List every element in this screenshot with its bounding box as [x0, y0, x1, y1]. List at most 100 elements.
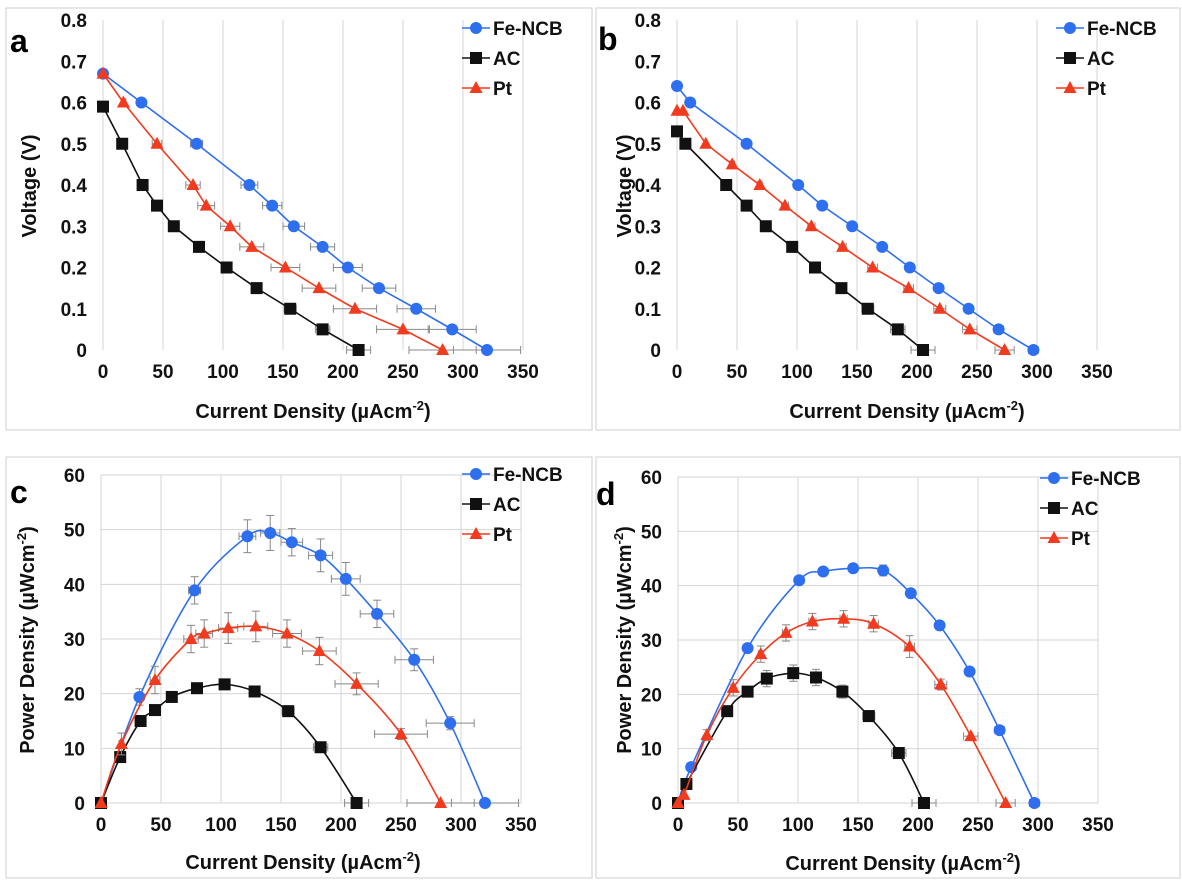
data-point [677, 787, 691, 800]
data-point [134, 715, 147, 727]
legend-item: AC [462, 495, 521, 516]
data-point [866, 260, 880, 273]
data-point [676, 103, 690, 116]
data-point [877, 564, 890, 577]
y-axis-title: Power Density (µWcm-2) [611, 526, 636, 754]
legend-label: Pt [1071, 529, 1091, 550]
series-line [100, 529, 486, 804]
data-point [97, 100, 109, 113]
series-pt [96, 66, 477, 355]
data-point [396, 322, 410, 335]
x-tick-label: 200 [325, 815, 357, 836]
series-fe-ncb [97, 67, 522, 356]
data-point [243, 179, 256, 191]
legend-item: Fe-NCB [1040, 469, 1141, 490]
legend-marker [470, 52, 482, 64]
legend-marker [1047, 531, 1061, 543]
series-line [100, 625, 442, 804]
data-point [341, 261, 354, 274]
data-point [725, 157, 739, 170]
y-tick-label: 30 [64, 630, 85, 651]
data-point [902, 281, 916, 294]
data-point [963, 665, 976, 678]
data-point [933, 619, 946, 632]
y-tick-label: 0.1 [635, 300, 662, 321]
data-point [284, 302, 297, 315]
y-tick-label: 50 [641, 522, 662, 543]
series-pt [671, 610, 1016, 808]
y-tick-label: 0 [74, 794, 85, 815]
legend-marker [1064, 52, 1076, 64]
x-tick-label: 150 [841, 362, 873, 383]
legend-marker [1064, 22, 1076, 34]
legend-marker [1063, 81, 1077, 93]
legend-item: Fe-NCB [462, 465, 563, 486]
data-point [918, 797, 930, 809]
y-tick-label: 0.7 [61, 52, 87, 73]
data-point [190, 137, 203, 150]
data-point [481, 344, 493, 356]
legend: Fe-NCB AC Pt [462, 465, 563, 546]
y-tick-label: 0.2 [635, 259, 661, 280]
data-point [700, 728, 714, 741]
data-point [348, 301, 362, 314]
data-point [793, 574, 806, 587]
data-point [188, 584, 201, 597]
legend-item: Pt [462, 79, 513, 100]
data-point [116, 137, 129, 150]
data-point [249, 619, 263, 632]
legend-label: Pt [493, 79, 513, 100]
data-point [96, 66, 110, 79]
data-point [726, 680, 740, 693]
legend-item: AC [1056, 49, 1115, 70]
data-point [165, 690, 178, 703]
data-point [778, 198, 792, 211]
legend: Fe-NCB AC Pt [1040, 469, 1141, 550]
x-tick-label: 300 [447, 362, 479, 383]
legend-label: AC [493, 49, 521, 70]
data-point [371, 607, 383, 620]
y-tick-label: 30 [641, 631, 662, 652]
data-point [904, 587, 917, 600]
panel-letter: c [10, 474, 28, 510]
y-axis-title: Voltage (V) [19, 135, 41, 238]
data-point [149, 704, 161, 717]
x-tick-label: 100 [207, 362, 239, 383]
legend-label: Fe-NCB [1071, 469, 1141, 490]
panel-a: 0 50 100 150 200 250 300 350 0 0.1 0.2 0.3 0.4 0.5 0.6… [5, 7, 593, 431]
legend-label: AC [1071, 499, 1099, 520]
legend-label: Fe-NCB [1087, 19, 1157, 40]
x-tick-label: 100 [205, 815, 237, 836]
data-point [787, 667, 800, 680]
y-tick-label: 0.5 [635, 135, 662, 156]
data-point [836, 685, 849, 698]
data-point [903, 639, 917, 652]
y-tick-label: 0.5 [61, 135, 88, 156]
x-tick-label: 250 [385, 815, 417, 836]
data-point [671, 125, 683, 138]
data-point [810, 671, 822, 684]
y-tick-label: 10 [641, 740, 662, 761]
data-point [993, 724, 1006, 737]
data-point [167, 220, 180, 233]
data-point [934, 677, 948, 690]
gridlines [100, 474, 522, 804]
y-tick-label: 0.8 [635, 11, 661, 32]
y-tick-label: 0 [650, 341, 661, 362]
panel-b: 0 50 100 150 200 250 300 350 0 0.1 0.2 0.3 0.4 0.5 0.6… [595, 7, 1181, 431]
data-point [114, 736, 128, 749]
data-point [148, 673, 162, 685]
data-point [241, 530, 254, 543]
panel-letter: b [598, 21, 618, 57]
panel-frame [5, 456, 593, 879]
x-axis-title: Current Density (µAcm-2) [195, 398, 430, 423]
y-tick-label: 40 [641, 577, 662, 598]
data-point [218, 678, 231, 691]
data-point [720, 179, 733, 191]
data-point [221, 621, 235, 634]
data-point [862, 710, 875, 723]
data-point [1027, 344, 1040, 356]
legend-item: Pt [1040, 529, 1091, 550]
data-point [836, 239, 850, 252]
legend-marker [1048, 472, 1060, 484]
